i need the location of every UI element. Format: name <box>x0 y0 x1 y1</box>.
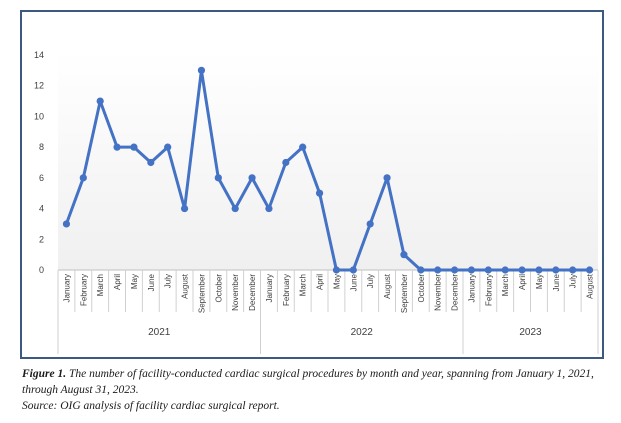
x-month-label: December <box>248 274 257 311</box>
x-month-label: June <box>552 273 561 291</box>
data-point <box>164 143 172 151</box>
data-point <box>197 66 206 74</box>
data-point <box>315 189 324 197</box>
x-month-label: January <box>467 274 476 302</box>
x-month-label: August <box>181 273 190 299</box>
x-month-label: January <box>265 274 274 302</box>
axes <box>57 269 599 354</box>
data-point <box>299 143 307 151</box>
x-month-label: July <box>164 274 173 288</box>
y-tick-label: 12 <box>34 81 44 91</box>
data-point <box>265 204 273 213</box>
x-month-label: July <box>366 274 375 288</box>
x-month-label: December <box>451 274 460 311</box>
series-procedures <box>62 66 594 274</box>
x-month-label: March <box>96 274 105 296</box>
y-tick-label: 2 <box>39 234 44 244</box>
x-month-label: May <box>535 274 544 289</box>
x-month-label: October <box>417 274 426 303</box>
line-chart: 0 2 4 6 8 10 12 14 January February March April May… <box>34 50 599 354</box>
data-point <box>417 266 425 274</box>
x-month-label: June <box>349 273 358 291</box>
x-month-label: February <box>282 274 291 306</box>
x-year-label: 2022 <box>351 327 374 338</box>
y-axis-ticks: 0 2 4 6 8 10 12 14 <box>34 50 44 275</box>
data-point <box>248 174 256 182</box>
data-point <box>518 266 526 274</box>
x-month-label: May <box>332 274 341 289</box>
x-month-label: January <box>62 274 71 302</box>
data-point <box>130 143 138 151</box>
x-axis-categories: January February March April May June July Augu… <box>62 273 594 338</box>
data-point <box>450 266 459 274</box>
figure-caption: Figure 1. The number of facility-conduct… <box>22 366 612 414</box>
data-point <box>79 174 87 182</box>
x-year-label: 2023 <box>519 327 542 338</box>
caption-text: The number of facility-conducted cardiac… <box>22 368 594 396</box>
data-point <box>147 158 155 167</box>
data-point <box>569 266 577 274</box>
y-tick-label: 6 <box>39 173 44 183</box>
x-month-label: November <box>434 274 443 311</box>
caption-label: Figure 1. <box>22 368 67 380</box>
x-month-label: February <box>484 274 493 306</box>
y-tick-label: 10 <box>34 111 44 121</box>
x-month-label: August <box>383 273 392 299</box>
data-point <box>282 158 290 167</box>
x-month-label: April <box>113 274 122 290</box>
data-point <box>535 266 543 274</box>
caption-source: Source: OIG analysis of facility cardiac… <box>22 400 280 412</box>
data-point <box>434 266 442 274</box>
data-point <box>214 174 222 182</box>
data-point <box>383 174 391 182</box>
data-point <box>180 204 189 213</box>
y-tick-label: 4 <box>39 204 44 214</box>
data-point <box>332 266 341 274</box>
data-point <box>349 266 357 274</box>
x-month-label: March <box>501 274 510 296</box>
x-year-label: 2021 <box>148 327 171 338</box>
x-month-label: April <box>518 274 527 290</box>
y-tick-label: 0 <box>39 265 44 275</box>
data-point <box>231 204 239 213</box>
data-point <box>400 251 408 259</box>
x-month-label: March <box>299 274 308 296</box>
data-point <box>467 266 476 274</box>
data-point <box>484 266 492 274</box>
x-month-label: July <box>569 274 578 288</box>
data-point <box>96 97 104 105</box>
x-month-label: September <box>197 274 206 313</box>
data-point <box>552 266 560 274</box>
x-month-label: October <box>214 274 223 303</box>
x-month-label: February <box>79 274 88 306</box>
x-month-label: April <box>316 274 325 290</box>
x-month-label: May <box>130 274 139 289</box>
data-point <box>62 220 71 228</box>
x-month-label: September <box>400 274 409 313</box>
data-point <box>501 266 509 274</box>
data-point <box>585 266 594 274</box>
y-tick-label: 14 <box>34 50 44 60</box>
data-point <box>366 220 374 228</box>
x-month-label: June <box>147 273 156 291</box>
x-month-label: November <box>231 274 240 311</box>
data-point <box>113 143 121 151</box>
y-tick-label: 8 <box>39 142 44 152</box>
chart-frame: 0 2 4 6 8 10 12 14 January February March April May… <box>20 10 604 359</box>
x-month-label: August <box>586 273 595 299</box>
